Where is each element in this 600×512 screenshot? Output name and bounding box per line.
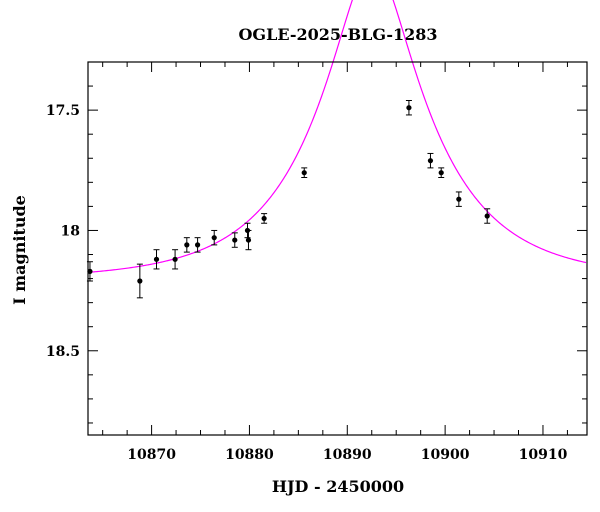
data-marker bbox=[172, 256, 178, 262]
x-tick-label: 10870 bbox=[127, 447, 176, 463]
data-marker bbox=[87, 268, 93, 274]
data-point bbox=[172, 249, 179, 270]
x-tick-label: 10900 bbox=[421, 447, 470, 463]
data-point bbox=[261, 213, 268, 224]
data-marker bbox=[406, 105, 412, 111]
data-point bbox=[438, 167, 445, 179]
data-point bbox=[136, 263, 143, 299]
data-marker bbox=[211, 235, 217, 241]
data-point bbox=[86, 261, 93, 282]
x-tick-label: 10910 bbox=[519, 447, 568, 463]
data-marker bbox=[184, 242, 190, 248]
data-marker bbox=[261, 215, 267, 222]
data-point bbox=[194, 237, 201, 253]
data-points bbox=[86, 100, 491, 299]
data-marker bbox=[153, 256, 160, 262]
data-point bbox=[455, 191, 462, 207]
data-point bbox=[231, 232, 238, 248]
model-curve bbox=[87, 0, 587, 273]
data-marker bbox=[194, 242, 201, 248]
data-marker bbox=[484, 213, 490, 219]
y-tick-label: 17.5 bbox=[46, 103, 80, 119]
data-point bbox=[211, 229, 218, 246]
axis-ticks bbox=[88, 61, 587, 435]
data-point bbox=[153, 249, 160, 270]
data-marker bbox=[427, 158, 434, 164]
data-point bbox=[405, 100, 412, 116]
data-marker bbox=[137, 278, 143, 284]
data-marker bbox=[438, 170, 444, 176]
x-tick-label: 10890 bbox=[323, 447, 372, 463]
data-point bbox=[427, 152, 434, 169]
data-marker bbox=[301, 170, 307, 176]
chart-title: OGLE-2025-BLG-1283 bbox=[238, 25, 437, 44]
data-marker bbox=[232, 237, 238, 243]
data-point bbox=[484, 208, 491, 224]
data-point bbox=[245, 229, 252, 251]
tick-labels: 10870 10880 10890 10900 10910 17.5 18 18.5 bbox=[46, 103, 568, 463]
x-axis-label: HJD - 2450000 bbox=[272, 477, 404, 496]
y-tick-label: 18.5 bbox=[46, 344, 80, 360]
data-point bbox=[301, 167, 308, 179]
y-tick-label: 18 bbox=[61, 223, 80, 239]
x-tick-label: 10880 bbox=[225, 447, 274, 463]
y-axis-label: I magnitude bbox=[10, 195, 29, 305]
data-point bbox=[183, 237, 190, 253]
data-marker bbox=[456, 196, 462, 202]
data-marker bbox=[245, 237, 252, 243]
plot-frame bbox=[87, 61, 588, 436]
